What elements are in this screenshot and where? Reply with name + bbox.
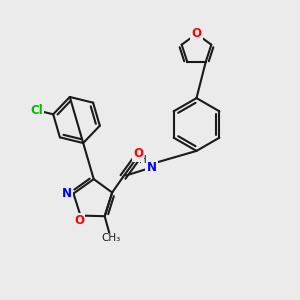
Text: N: N	[146, 161, 157, 174]
Text: H: H	[139, 155, 146, 165]
Text: O: O	[133, 147, 143, 161]
Text: Cl: Cl	[30, 104, 43, 117]
Text: N: N	[62, 187, 72, 200]
Text: CH₃: CH₃	[101, 233, 120, 243]
Text: O: O	[191, 27, 202, 40]
Text: O: O	[74, 214, 84, 227]
